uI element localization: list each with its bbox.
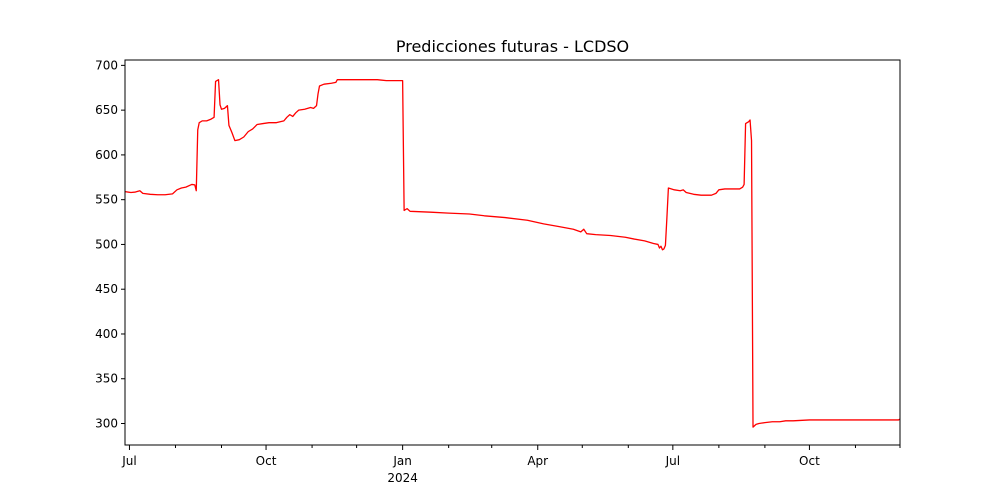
y-tick-label: 550	[95, 193, 118, 207]
x-tick-label: Jul	[665, 454, 680, 468]
y-tick-label: 350	[95, 372, 118, 386]
chart-title: Predicciones futuras - LCDSO	[396, 37, 629, 56]
y-tick-label: 600	[95, 148, 118, 162]
y-tick-label: 400	[95, 327, 118, 341]
axes-frame	[124, 59, 901, 446]
y-tick-label: 450	[95, 282, 118, 296]
y-tick-label: 700	[95, 58, 118, 72]
plot-area: 300 350 400 450 500 550 600 650 700 Jul Oct Jan 2024…	[95, 58, 901, 485]
x-tick-label: Oct	[799, 454, 820, 468]
x-tick-label: Oct	[256, 454, 277, 468]
y-tick-label: 300	[95, 417, 118, 431]
x-tick-label: Jan	[392, 454, 412, 468]
series-line-0	[124, 79, 901, 428]
x-tick-label: Jul	[121, 454, 136, 468]
y-tick-label: 650	[95, 103, 118, 117]
x-tick-label: Apr	[527, 454, 548, 468]
x-tick-sublabel: 2024	[387, 471, 418, 485]
y-tick-label: 500	[95, 237, 118, 251]
